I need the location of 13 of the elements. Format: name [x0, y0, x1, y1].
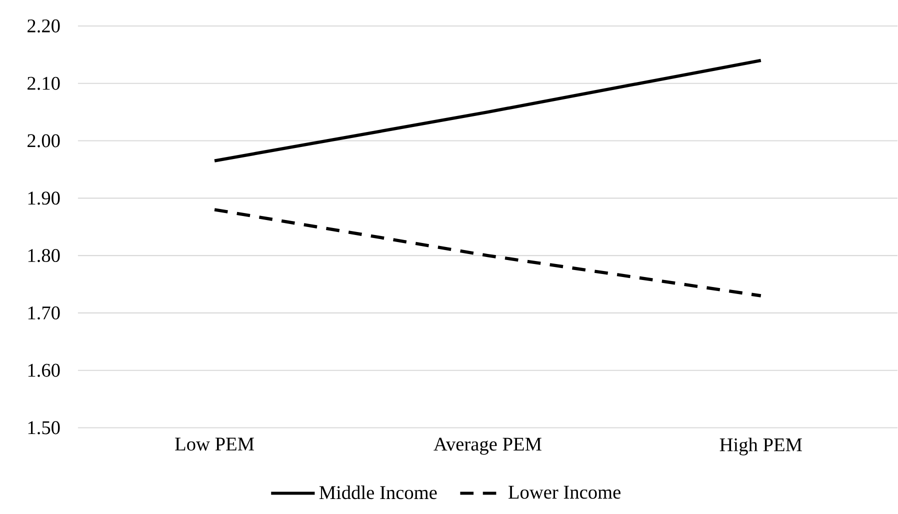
y-tick-label: 2.20 [28, 20, 60, 33]
legend-label: Middle Income [319, 486, 437, 500]
y-tick-label: 1.80 [28, 249, 60, 262]
x-tick-label: High PEM [720, 438, 802, 456]
y-tick-label: 2.10 [28, 76, 60, 90]
legend-label: Lower Income [508, 486, 620, 499]
y-tick-label: 1.50 [28, 421, 60, 434]
y-tick-label: 1.90 [28, 192, 60, 205]
y-tick-label: 2.00 [28, 134, 60, 148]
y-tick-label: 1.60 [28, 364, 60, 378]
x-tick-label: Low PEM [175, 438, 254, 451]
y-tick-label: 1.70 [28, 306, 60, 320]
x-tick-label: Average PEM [434, 438, 542, 455]
